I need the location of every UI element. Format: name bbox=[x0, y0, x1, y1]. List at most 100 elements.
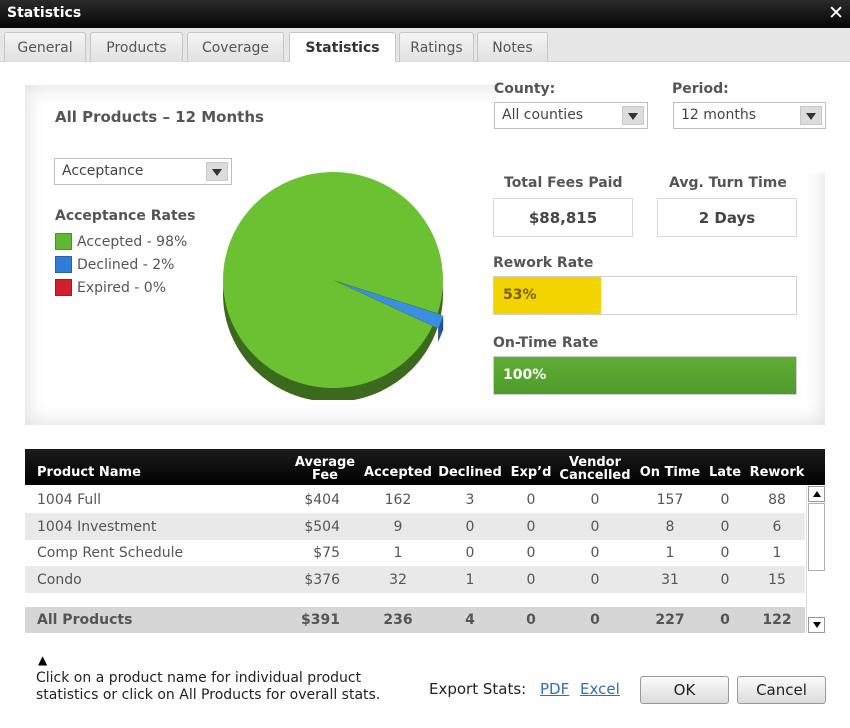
cell-late: 0 bbox=[720, 518, 730, 535]
col-average-fee: Average Fee bbox=[285, 456, 365, 482]
tab-statistics[interactable]: Statistics bbox=[289, 32, 396, 63]
pie-slice-accepted bbox=[223, 171, 443, 388]
cell-expd: 0 bbox=[526, 492, 536, 508]
col-vendor-line2: Cancelled bbox=[559, 468, 631, 483]
county-select-value: All counties bbox=[502, 107, 584, 123]
cell-accepted: 1 bbox=[393, 545, 403, 561]
cell-late: 0 bbox=[720, 492, 730, 508]
total-rework: 122 bbox=[762, 612, 792, 628]
chevron-down-icon[interactable] bbox=[206, 162, 228, 181]
cell-product[interactable]: Condo bbox=[37, 571, 82, 588]
scroll-down-icon[interactable] bbox=[808, 617, 825, 633]
tab-products[interactable]: Products bbox=[90, 32, 183, 62]
cell-rework: 88 bbox=[768, 492, 786, 508]
tab-ratings[interactable]: Ratings bbox=[399, 32, 474, 62]
col-vendor-line1: Vendor bbox=[568, 455, 622, 470]
tab-notes[interactable]: Notes bbox=[477, 32, 548, 62]
cell-ontime: 1 bbox=[665, 545, 675, 561]
cell-product[interactable]: 1004 Full bbox=[37, 492, 102, 508]
cell-expd: 0 bbox=[526, 571, 536, 588]
table-row[interactable]: Condo $376 32 1 0 0 31 0 15 bbox=[25, 565, 805, 593]
col-accepted: Accepted bbox=[364, 465, 432, 480]
legend-swatch bbox=[55, 233, 72, 250]
chevron-down-icon[interactable] bbox=[800, 106, 822, 125]
cell-declined: 0 bbox=[465, 518, 475, 535]
cell-rework: 15 bbox=[768, 571, 786, 588]
panel-title: All Products – 12 Months bbox=[55, 108, 264, 126]
total-vendor: 0 bbox=[590, 612, 600, 628]
table-scrollbar[interactable] bbox=[806, 485, 825, 633]
ok-button[interactable]: OK bbox=[640, 676, 729, 704]
legend-item-accepted: Accepted - 98% bbox=[55, 233, 187, 250]
legend-swatch bbox=[55, 256, 72, 273]
cell-vendor: 0 bbox=[590, 518, 600, 535]
table-row[interactable]: Comp Rent Schedule $75 1 0 0 0 1 0 1 bbox=[25, 539, 805, 566]
total-fees-value: $88,815 bbox=[493, 198, 633, 237]
close-icon[interactable]: ✕ bbox=[828, 2, 844, 24]
col-average-fee-line2: Fee bbox=[312, 468, 338, 483]
legend-label: Accepted - 98% bbox=[77, 233, 188, 250]
hint-arrow-icon: ▲ bbox=[38, 653, 48, 667]
period-label: Period: bbox=[672, 81, 729, 97]
tab-coverage[interactable]: Coverage bbox=[187, 32, 284, 62]
ontime-rate-fill bbox=[494, 357, 796, 394]
cell-fee: $404 bbox=[304, 492, 340, 508]
county-select[interactable]: All counties bbox=[494, 102, 648, 129]
cell-late: 0 bbox=[720, 571, 730, 588]
ontime-label: On-Time Rate bbox=[493, 335, 599, 351]
tab-strip: General Products Coverage Statistics Rat… bbox=[0, 28, 850, 63]
cell-rework: 1 bbox=[772, 545, 782, 561]
tab-general[interactable]: General bbox=[4, 32, 86, 62]
acceptance-pie-chart bbox=[223, 171, 444, 400]
scroll-up-icon[interactable] bbox=[808, 486, 825, 502]
filter-box bbox=[497, 85, 850, 173]
total-ontime: 227 bbox=[655, 612, 685, 628]
col-vendor-cancelled: Vendor Cancelled bbox=[557, 456, 633, 482]
cell-product[interactable]: 1004 Investment bbox=[37, 518, 157, 535]
export-excel-link[interactable]: Excel bbox=[580, 680, 620, 698]
cell-ontime: 157 bbox=[656, 492, 684, 508]
period-select-value: 12 months bbox=[681, 107, 756, 123]
ontime-rate-bar: 100% bbox=[493, 356, 797, 395]
cell-declined: 1 bbox=[465, 571, 475, 588]
period-select[interactable]: 12 months bbox=[673, 102, 826, 129]
county-label: County: bbox=[494, 81, 556, 97]
scroll-thumb[interactable] bbox=[808, 503, 825, 571]
cell-accepted: 9 bbox=[393, 518, 403, 535]
cell-ontime: 8 bbox=[665, 518, 675, 535]
total-late: 0 bbox=[720, 612, 730, 628]
total-declined: 4 bbox=[465, 612, 475, 628]
legend-label: Declined - 2% bbox=[77, 256, 175, 273]
turn-time-label: Avg. Turn Time bbox=[669, 175, 787, 191]
rework-rate-text: 53% bbox=[503, 287, 537, 303]
total-accepted: 236 bbox=[383, 612, 413, 628]
col-expd: Exp’d bbox=[510, 465, 552, 480]
cell-ontime: 31 bbox=[661, 571, 679, 588]
cell-fee: $75 bbox=[313, 545, 340, 561]
legend-label: Expired - 0% bbox=[77, 279, 167, 296]
cell-expd: 0 bbox=[526, 518, 536, 535]
chevron-down-icon[interactable] bbox=[622, 106, 644, 125]
col-rework: Rework bbox=[749, 465, 805, 480]
col-declined: Declined bbox=[438, 465, 502, 480]
title-bar: Statistics ✕ bbox=[0, 0, 850, 28]
total-fees-label: Total Fees Paid bbox=[504, 175, 623, 191]
total-product[interactable]: All Products bbox=[37, 612, 133, 628]
total-expd: 0 bbox=[526, 612, 536, 628]
cell-vendor: 0 bbox=[590, 492, 600, 508]
export-pdf-link[interactable]: PDF bbox=[540, 680, 570, 698]
window-title: Statistics bbox=[7, 5, 82, 21]
cell-declined: 0 bbox=[465, 545, 475, 561]
cell-product[interactable]: Comp Rent Schedule bbox=[37, 545, 184, 561]
table-total-row[interactable]: All Products $391 236 4 0 0 227 0 122 bbox=[25, 607, 805, 633]
cancel-button[interactable]: Cancel bbox=[737, 676, 826, 704]
cell-declined: 3 bbox=[465, 492, 475, 508]
col-average-fee-line1: Average bbox=[294, 455, 356, 470]
cell-vendor: 0 bbox=[590, 571, 600, 588]
metric-select[interactable]: Acceptance bbox=[54, 158, 232, 185]
legend-item-expired: Expired - 0% bbox=[55, 279, 166, 296]
table-row[interactable]: 1004 Full $404 162 3 0 0 157 0 88 bbox=[25, 486, 805, 513]
ontime-rate-text: 100% bbox=[503, 367, 547, 383]
table-row[interactable]: 1004 Investment $504 9 0 0 0 8 0 6 bbox=[25, 512, 805, 540]
cell-fee: $376 bbox=[304, 571, 340, 588]
